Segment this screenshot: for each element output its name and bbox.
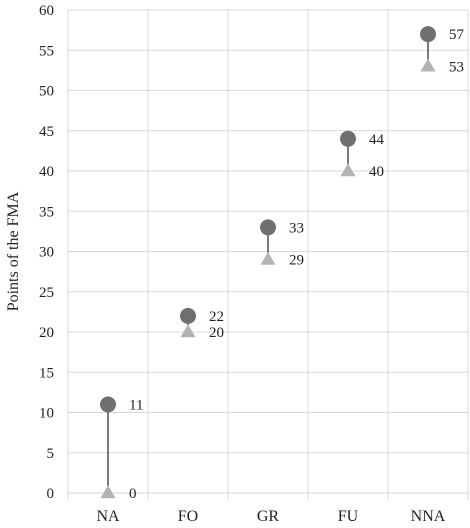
triangle-value-label: 0: [129, 486, 137, 502]
circle-marker: [260, 219, 276, 236]
circle-value-label: 11: [129, 397, 143, 413]
circle-marker: [420, 26, 436, 43]
x-axis-categories: NA FO GR FU NNA: [96, 508, 445, 525]
x-category-label: FU: [338, 508, 359, 525]
circle-value-label: 33: [289, 220, 304, 236]
y-tick-label: 10: [39, 406, 54, 422]
y-axis-label: Points of the FMA: [5, 191, 22, 311]
triangle-value-label: 20: [209, 325, 224, 341]
circle-value-label: 57: [449, 27, 465, 43]
triangle-value-label: 40: [369, 164, 384, 180]
y-tick-label: 50: [39, 84, 54, 100]
x-category-label: FO: [178, 508, 198, 525]
triangle-marker: [260, 251, 276, 265]
triangle-value-label: 53: [449, 59, 464, 75]
y-tick-label: 5: [47, 446, 55, 462]
triangle-marker: [100, 485, 116, 499]
y-tick-label: 20: [39, 325, 54, 341]
y-tick-label: 30: [39, 245, 54, 261]
y-tick-label: 55: [39, 43, 54, 59]
y-tick-label: 25: [39, 285, 54, 301]
x-category-label: NA: [96, 508, 120, 525]
y-tick-label: 45: [39, 124, 54, 140]
y-axis-ticks: 0 5 10 15 20 25 30 35 40 45 50 55 60: [39, 3, 54, 502]
y-tick-label: 60: [39, 3, 54, 19]
x-category-label: GR: [257, 508, 280, 525]
triangle-value-label: 29: [289, 253, 304, 269]
y-tick-label: 35: [39, 204, 54, 220]
data-marks: [100, 26, 436, 499]
y-tick-label: 0: [47, 486, 55, 502]
y-tick-label: 40: [39, 164, 54, 180]
gridlines: [67, 9, 469, 500]
triangle-marker: [420, 58, 436, 72]
triangle-marker: [340, 163, 356, 177]
triangle-marker: [180, 324, 196, 338]
circle-marker: [340, 130, 356, 147]
circle-value-label: 22: [209, 309, 224, 325]
circle-marker: [100, 396, 116, 413]
y-tick-label: 15: [39, 365, 54, 381]
circle-value-label: 44: [369, 132, 385, 148]
x-category-label: NNA: [411, 508, 446, 525]
circle-marker: [180, 307, 196, 324]
